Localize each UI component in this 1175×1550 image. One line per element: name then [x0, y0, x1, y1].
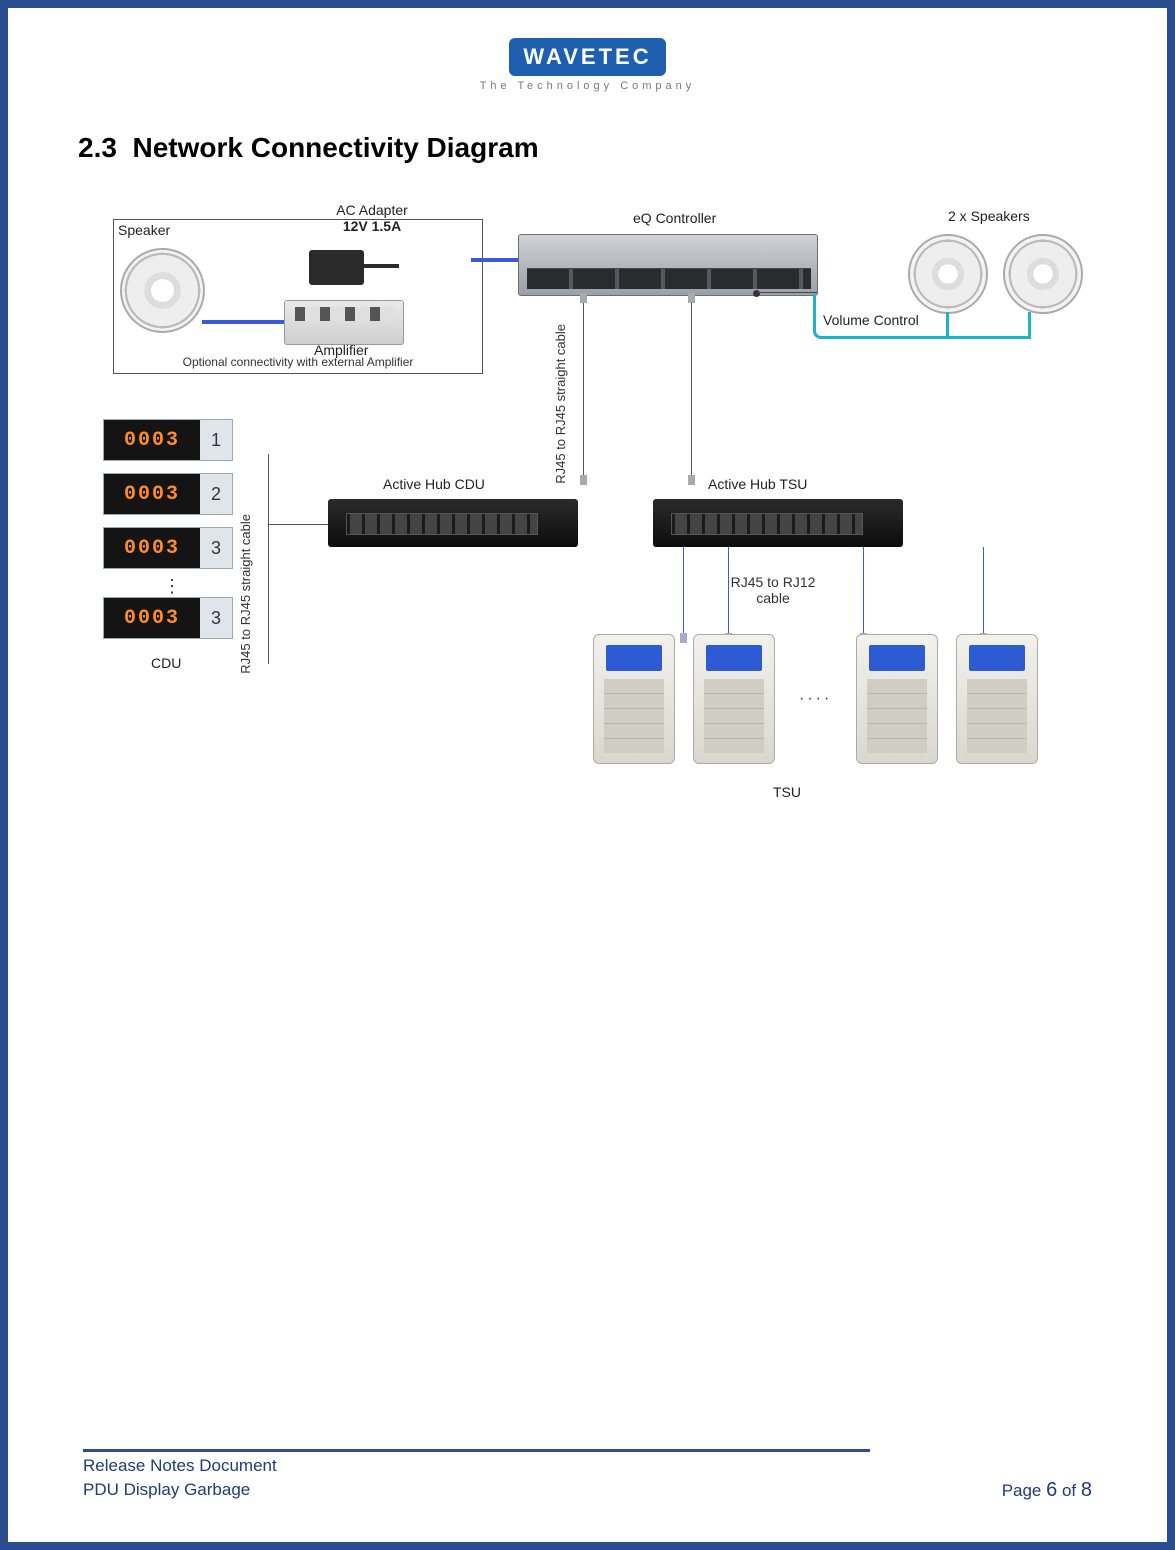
- active-hub-cdu-icon: [328, 499, 578, 547]
- cdu-display: 0003: [104, 528, 200, 568]
- tsu-screen: [606, 645, 662, 671]
- tsu-row: ····: [593, 634, 1038, 764]
- brand-logo: WAVETEC: [509, 38, 665, 76]
- cdu-index: 1: [200, 420, 232, 460]
- amplifier-icon: [284, 300, 404, 345]
- hub-cdu-label: Active Hub CDU: [383, 476, 485, 492]
- page-footer: Release Notes Document PDU Display Garba…: [83, 1454, 1092, 1502]
- footer-doc-subtitle: PDU Display Garbage: [83, 1478, 277, 1502]
- amplifier-caption: Optional connectivity with external Ampl…: [114, 355, 482, 369]
- ac-adapter-spec: 12V 1.5A: [343, 218, 401, 234]
- cdu-display: 0003: [104, 474, 200, 514]
- active-hub-tsu-icon: [653, 499, 903, 547]
- tsu-keypad-icon: [693, 634, 775, 764]
- header-logo: WAVETEC The Technology Company: [63, 38, 1112, 92]
- tsu-screen: [706, 645, 762, 671]
- footer-right: Page 6 of 8: [1002, 1479, 1092, 1502]
- amplifier-option-box: Speaker AC Adapter 12V 1.5A Amplifier Op…: [113, 219, 483, 374]
- cdu-index: 2: [200, 474, 232, 514]
- tsu-group-label: TSU: [773, 784, 801, 800]
- page-total: 8: [1081, 1479, 1092, 1501]
- cdu-item: 0003 3: [103, 527, 233, 569]
- ac-adapter-icon: [309, 250, 364, 285]
- led-icon: [665, 279, 671, 285]
- ac-adapter-label: AC Adapter 12V 1.5A: [312, 202, 432, 234]
- cable-tsu-label: RJ45 to RJ12 cable: [713, 574, 833, 606]
- cdu-index: 3: [200, 528, 232, 568]
- section-number: 2.3: [78, 132, 117, 163]
- speaker-icon: [120, 248, 205, 333]
- volume-pointer-line: [757, 292, 817, 293]
- led-icon: [653, 279, 659, 285]
- cdu-item: 0003 2: [103, 473, 233, 515]
- footer-rule: [83, 1449, 1092, 1452]
- eq-controller-icon: [518, 234, 818, 296]
- wire-speaker-amp: [202, 320, 284, 324]
- tsu-keys: [967, 679, 1027, 753]
- controller-label: eQ Controller: [633, 210, 716, 226]
- tsu-keys: [604, 679, 664, 753]
- cable-rj45-label: RJ45 to RJ45 straight cable: [553, 324, 568, 484]
- page-sep: of: [1057, 1481, 1081, 1500]
- tsu-cable-group: [653, 547, 1023, 637]
- ellipsis-icon: ····: [793, 690, 838, 708]
- section-heading: 2.3 Network Connectivity Diagram: [78, 132, 1112, 164]
- tsu-keys: [704, 679, 764, 753]
- wire-speaker-drop: [946, 312, 949, 339]
- tsu-keypad-icon: [956, 634, 1038, 764]
- page-prefix: Page: [1002, 1481, 1046, 1500]
- cdu-index: 3: [200, 598, 232, 638]
- cdu-item: 0003 3: [103, 597, 233, 639]
- hub-tsu-label: Active Hub TSU: [708, 476, 807, 492]
- tsu-keypad-icon: [856, 634, 938, 764]
- cdu-display: 0003: [104, 598, 200, 638]
- tsu-keypad-icon: [593, 634, 675, 764]
- cable-tsu: [683, 547, 684, 637]
- wire-speaker-drop: [1028, 312, 1031, 339]
- cdu-item: 0003 1: [103, 419, 233, 461]
- ellipsis-icon: ⋮: [163, 581, 233, 591]
- speakers-label: 2 x Speakers: [948, 208, 1030, 224]
- tsu-screen: [969, 645, 1025, 671]
- brand-subtitle: The Technology Company: [63, 80, 1112, 92]
- cdu-group-label: CDU: [151, 655, 281, 671]
- section-title: Network Connectivity Diagram: [133, 132, 539, 163]
- wire-amp-controller: [471, 258, 523, 262]
- cable-rj45-cdu: [583, 299, 584, 479]
- footer-doc-title: Release Notes Document: [83, 1454, 277, 1478]
- network-diagram: Speaker AC Adapter 12V 1.5A Amplifier Op…: [93, 204, 1093, 824]
- cdu-display: 0003: [104, 420, 200, 460]
- page: WAVETEC The Technology Company 2.3 Netwo…: [8, 8, 1167, 1542]
- tsu-screen: [869, 645, 925, 671]
- tsu-keys: [867, 679, 927, 753]
- cable-cdu-vertical: [268, 454, 269, 664]
- cable-tsu: [863, 547, 864, 637]
- footer-left: Release Notes Document PDU Display Garba…: [83, 1454, 277, 1502]
- speaker-label: Speaker: [118, 222, 170, 238]
- page-current: 6: [1046, 1479, 1057, 1501]
- cable-cdu-label: RJ45 to RJ45 straight cable: [238, 514, 253, 674]
- cable-rj45-tsu: [691, 299, 692, 479]
- ac-adapter-text: AC Adapter: [336, 202, 408, 218]
- wire-controller-speakers: [813, 294, 1028, 339]
- cable-tsu: [983, 547, 984, 637]
- cable-cdu-horizontal: [268, 524, 328, 525]
- cdu-stack: 0003 1 0003 2 0003 3 ⋮ 0003 3 CDU: [103, 419, 233, 667]
